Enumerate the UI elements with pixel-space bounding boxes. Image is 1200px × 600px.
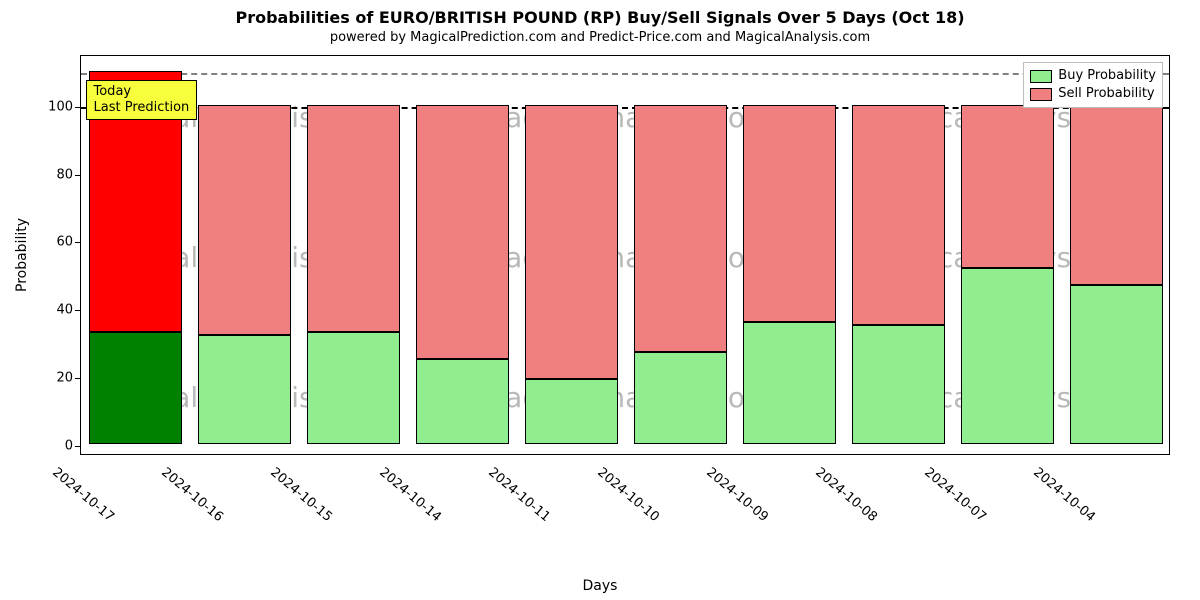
legend-swatch-buy: [1030, 70, 1052, 83]
bar-group: [525, 444, 619, 454]
bar-buy: [416, 359, 510, 444]
x-axis-label: Days: [0, 578, 1200, 594]
ytick-mark: [75, 175, 81, 176]
today-annotation-line2: Last Prediction: [94, 100, 190, 116]
today-annotation: Today Last Prediction: [86, 80, 198, 121]
xtick-label: 2024-10-04: [1030, 465, 1098, 525]
bar-buy: [198, 335, 292, 443]
today-annotation-line1: Today: [94, 84, 190, 100]
ytick-label: 80: [37, 167, 73, 182]
legend-label-sell: Sell Probability: [1058, 85, 1154, 103]
xtick-label: 2024-10-10: [594, 465, 662, 525]
bar-sell: [961, 105, 1055, 268]
bar-group: [852, 444, 946, 454]
bar-group: [307, 444, 401, 454]
bar-sell: [307, 105, 401, 332]
bar-sell: [525, 105, 619, 380]
legend-label-buy: Buy Probability: [1058, 67, 1156, 85]
ytick-mark: [75, 378, 81, 379]
ytick-mark: [75, 242, 81, 243]
bar-sell: [198, 105, 292, 336]
xtick-label: 2024-10-17: [49, 465, 117, 525]
bar-sell: [743, 105, 837, 322]
bar-buy: [961, 268, 1055, 444]
ytick-mark: [75, 107, 81, 108]
legend: Buy Probability Sell Probability: [1023, 62, 1163, 108]
bar-sell: [852, 105, 946, 325]
bar-buy: [1070, 285, 1164, 444]
xtick-label: 2024-10-08: [812, 465, 880, 525]
chart-title: Probabilities of EURO/BRITISH POUND (RP)…: [0, 8, 1200, 27]
bar-sell: [1070, 105, 1164, 285]
legend-item-buy: Buy Probability: [1030, 67, 1156, 85]
bar-buy: [634, 352, 728, 444]
xtick-label: 2024-10-09: [703, 465, 771, 525]
ytick-label: 0: [37, 438, 73, 453]
chart-subtitle: powered by MagicalPrediction.com and Pre…: [0, 30, 1200, 45]
legend-item-sell: Sell Probability: [1030, 85, 1156, 103]
bar-buy: [743, 322, 837, 444]
bar-group: [89, 444, 183, 454]
y-axis-label: Probability: [14, 218, 30, 292]
xtick-label: 2024-10-11: [485, 465, 553, 525]
xtick-label: 2024-10-16: [158, 465, 226, 525]
bar-group: [961, 444, 1055, 454]
bar-group: [743, 444, 837, 454]
reference-line-110: [81, 73, 1169, 75]
ytick-label: 40: [37, 303, 73, 318]
bar-group: [416, 444, 510, 454]
ytick-mark: [75, 446, 81, 447]
plot-area: MagicalAnalysis.com MagicalAnalysis.com …: [80, 55, 1170, 455]
bar-buy: [89, 332, 183, 444]
bar-buy: [852, 325, 946, 444]
ytick-label: 100: [37, 99, 73, 114]
bar-sell: [416, 105, 510, 359]
ytick-mark: [75, 310, 81, 311]
legend-swatch-sell: [1030, 88, 1052, 101]
bar-buy: [525, 379, 619, 443]
ytick-label: 60: [37, 235, 73, 250]
bar-buy: [307, 332, 401, 444]
bar-group: [198, 444, 292, 454]
xtick-label: 2024-10-15: [267, 465, 335, 525]
xtick-label: 2024-10-14: [376, 465, 444, 525]
ytick-label: 20: [37, 371, 73, 386]
xtick-label: 2024-10-07: [921, 465, 989, 525]
bar-group: [1070, 444, 1164, 454]
bar-sell: [634, 105, 728, 352]
bar-group: [634, 444, 728, 454]
